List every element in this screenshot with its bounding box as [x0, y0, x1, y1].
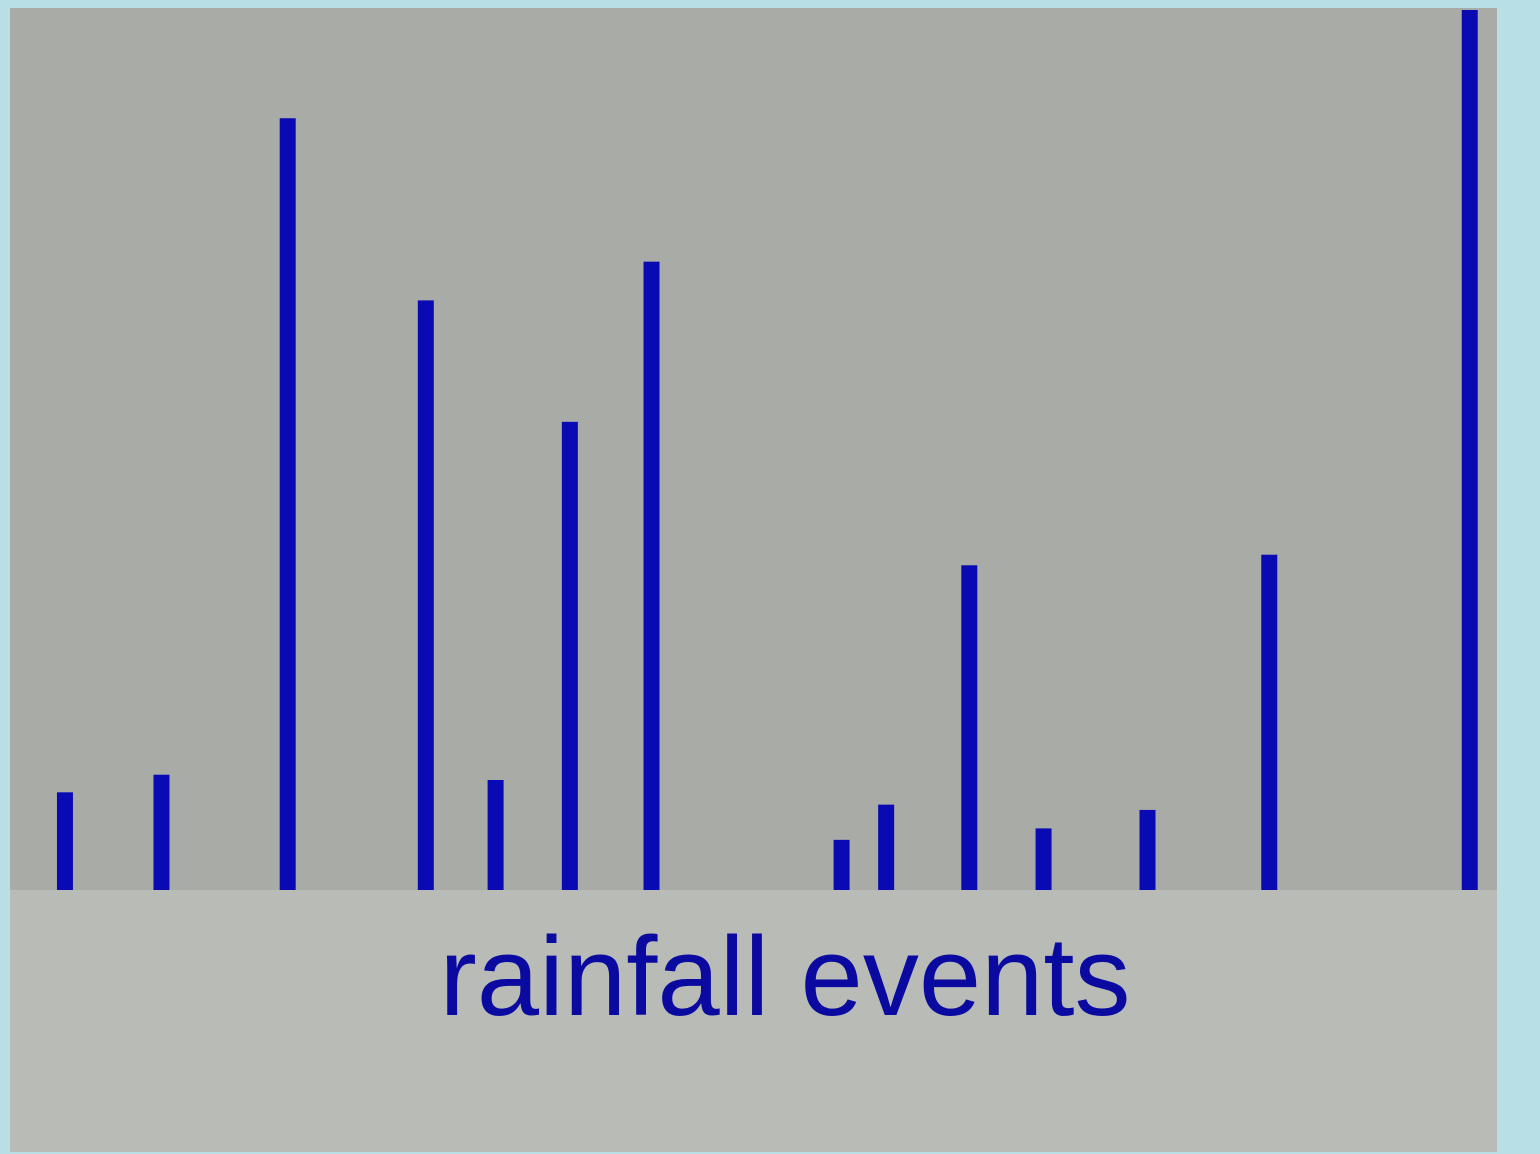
- rain-bar: [561, 421, 578, 890]
- rain-bar: [961, 565, 978, 890]
- rain-bar: [1035, 828, 1052, 890]
- plot-area: [10, 8, 1497, 890]
- rain-bar: [487, 780, 504, 890]
- rain-bar: [1261, 554, 1278, 890]
- rain-bar: [153, 774, 170, 890]
- rain-bar: [643, 261, 660, 890]
- rain-bar: [878, 804, 895, 890]
- rain-bar: [56, 792, 73, 890]
- rain-bar: [279, 118, 296, 891]
- label-band: [10, 890, 1497, 1152]
- rain-bar: [833, 839, 850, 890]
- rain-bar: [1461, 10, 1478, 890]
- rain-bar: [1139, 809, 1156, 890]
- x-axis-label: rainfall events: [439, 914, 1130, 1039]
- rain-bar: [417, 300, 434, 890]
